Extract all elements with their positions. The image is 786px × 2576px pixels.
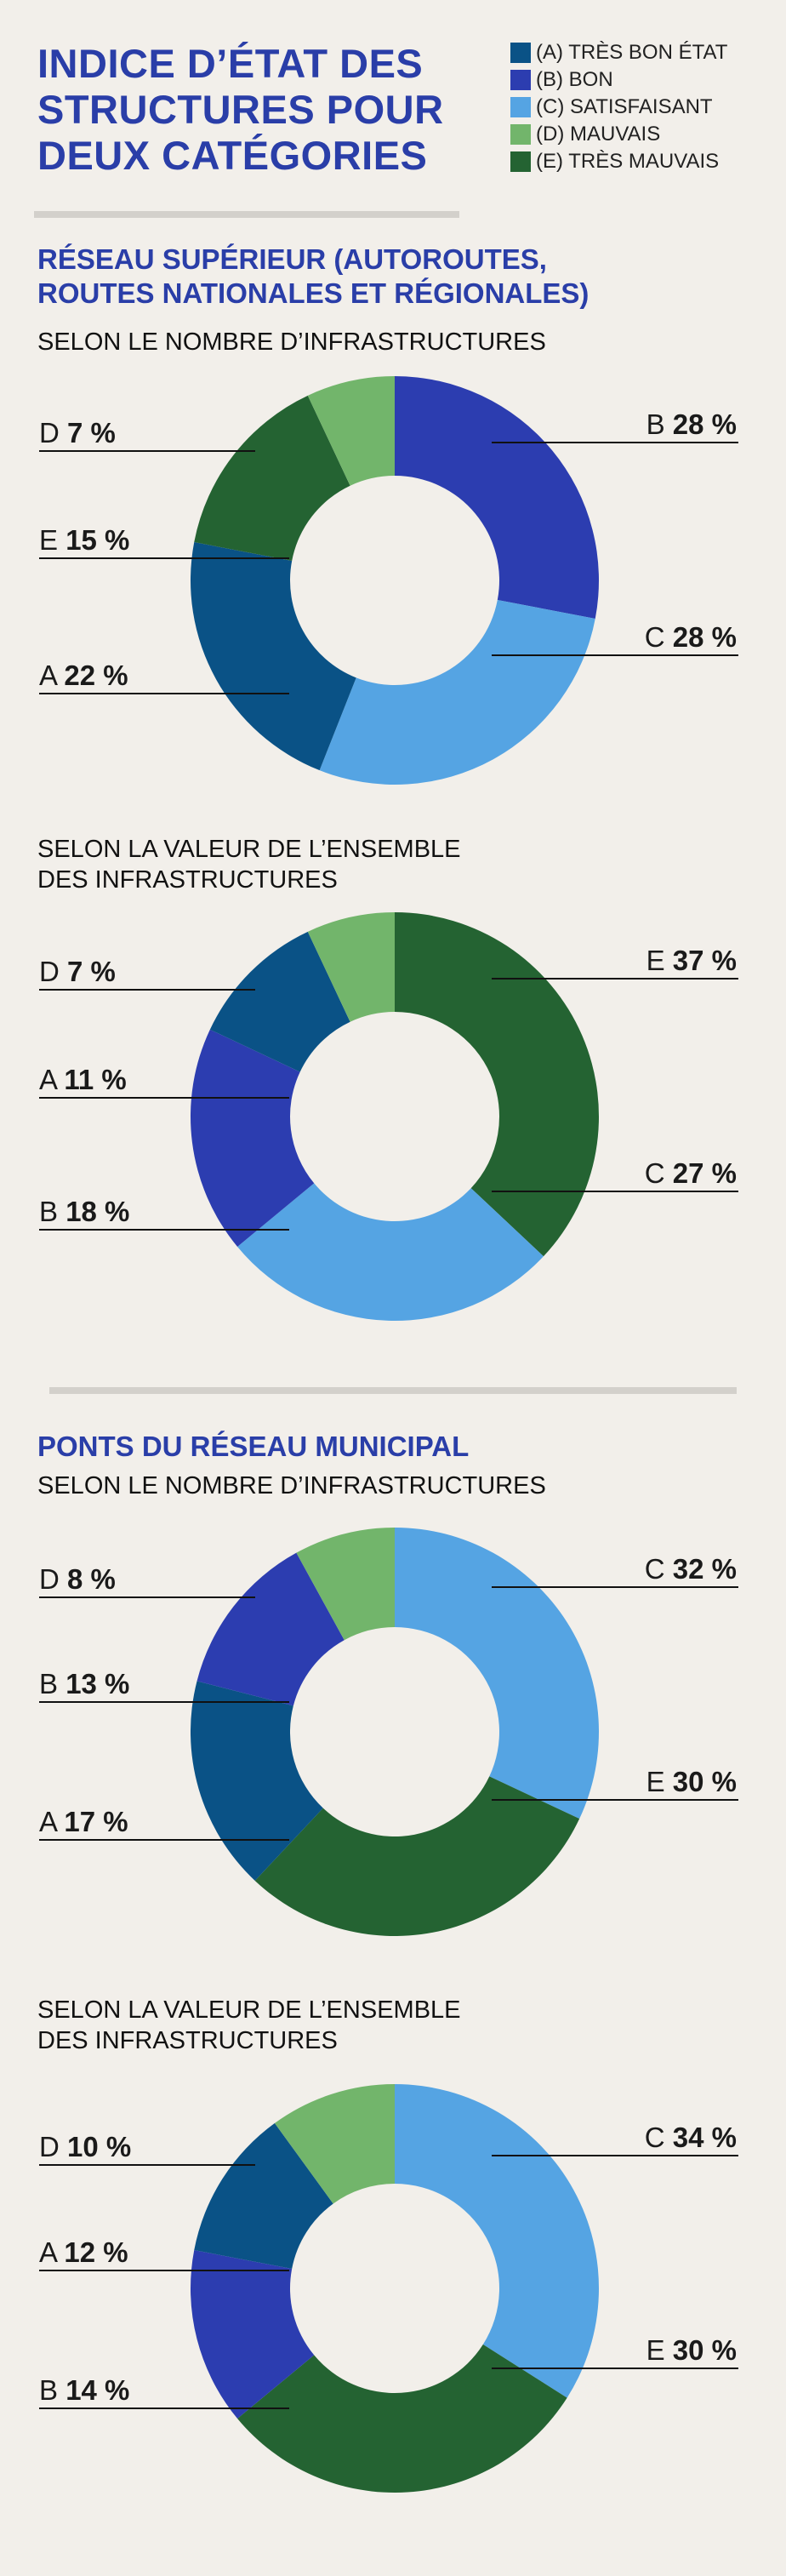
slice-e [254, 1776, 580, 1936]
section-title-line: ROUTES NATIONALES ET RÉGIONALES) [37, 277, 590, 309]
slice-c [395, 2084, 599, 2398]
slice-label: E 30 % [646, 1766, 737, 1797]
donut-chart-1: B 28 % C 28 % A 22 % E 15 % D 7 % [39, 376, 738, 785]
subtitle-line: SELON LE NOMBRE D’INFRASTRUCTURES [37, 1472, 546, 1499]
legend-item-b: (B) BON [510, 66, 727, 94]
legend-swatch [510, 70, 531, 90]
slice-b [190, 1029, 315, 1247]
divider [34, 211, 459, 218]
slice-d [307, 912, 395, 1022]
slice-label: D 8 % [39, 1563, 116, 1595]
chart-subtitle: SELON LA VALEUR DE L’ENSEMBLE DES INFRAS… [37, 834, 769, 895]
title-line: INDICE D’ÉTAT DES [37, 41, 424, 86]
legend-item-e: (E) TRÈS MAUVAIS [510, 148, 727, 175]
slice-label: C 34 % [645, 2122, 737, 2153]
slice-a [190, 1681, 323, 1881]
legend-label: (E) TRÈS MAUVAIS [536, 150, 720, 173]
slice-label: B 18 % [39, 1196, 129, 1227]
legend-item-a: (A) TRÈS BON ÉTAT [510, 39, 727, 66]
slice-c [395, 1528, 599, 1819]
subtitle-line: DES INFRASTRUCTURES [37, 2027, 338, 2054]
slice-label: E 37 % [646, 945, 737, 976]
legend-label: (B) BON [536, 68, 613, 91]
section-title: RÉSEAU SUPÉRIEUR (AUTOROUTES, ROUTES NAT… [37, 243, 769, 311]
slice-c [319, 600, 595, 785]
slice-a [191, 542, 356, 771]
slice-b [395, 376, 600, 619]
slice-label: B 14 % [39, 2374, 129, 2406]
slice-e [395, 912, 600, 1257]
page-title: INDICE D’ÉTAT DES STRUCTURES POUR DEUX C… [37, 41, 480, 179]
legend-label: (C) SATISFAISANT [536, 95, 713, 118]
slice-b [196, 1552, 345, 1706]
slice-e [194, 395, 350, 561]
slice-label: B 28 % [646, 408, 737, 440]
slice-label: D 10 % [39, 2131, 131, 2162]
section-title-line: RÉSEAU SUPÉRIEUR (AUTOROUTES, [37, 243, 547, 275]
legend: (A) TRÈS BON ÉTAT (B) BON (C) SATISFAISA… [510, 39, 727, 175]
legend-swatch [510, 97, 531, 117]
slice-label: C 27 % [645, 1157, 737, 1189]
divider [49, 1387, 737, 1394]
chart-subtitle: SELON LE NOMBRE D’INFRASTRUCTURES [37, 327, 769, 357]
legend-swatch [510, 151, 531, 172]
title-line: DEUX CATÉGORIES [37, 133, 428, 178]
slice-label: E 15 % [39, 524, 129, 556]
legend-label: (D) MAUVAIS [536, 123, 661, 146]
slice-label: E 30 % [646, 2334, 737, 2366]
legend-swatch [510, 43, 531, 63]
slice-label: A 11 % [39, 1064, 127, 1095]
slice-a [194, 2122, 333, 2269]
slice-label: C 32 % [645, 1553, 737, 1585]
slice-label: D 7 % [39, 956, 116, 987]
subtitle-line: DES INFRASTRUCTURES [37, 866, 338, 894]
donut-chart-3: C 32 % E 30 % A 17 % B 13 % D 8 % [39, 1528, 738, 1936]
title-line: STRUCTURES POUR [37, 87, 444, 132]
slice-label: B 13 % [39, 1668, 129, 1699]
chart-subtitle: SELON LE NOMBRE D’INFRASTRUCTURES [37, 1471, 769, 1501]
slice-b [191, 2250, 315, 2419]
section-title: PONTS DU RÉSEAU MUNICIPAL [37, 1430, 769, 1464]
slice-label: A 22 % [39, 660, 128, 691]
section-title-line: PONTS DU RÉSEAU MUNICIPAL [37, 1431, 470, 1462]
subtitle-line: SELON LA VALEUR DE L’ENSEMBLE [37, 1996, 461, 2024]
slice-label: A 17 % [39, 1806, 128, 1837]
subtitle-line: SELON LE NOMBRE D’INFRASTRUCTURES [37, 328, 546, 356]
slice-d [296, 1528, 395, 1641]
subtitle-line: SELON LA VALEUR DE L’ENSEMBLE [37, 836, 461, 863]
slice-c [237, 1183, 544, 1321]
slice-label: A 12 % [39, 2236, 128, 2268]
slice-d [307, 376, 395, 486]
legend-label: (A) TRÈS BON ÉTAT [536, 41, 728, 64]
legend-item-d: (D) MAUVAIS [510, 121, 727, 148]
legend-swatch [510, 124, 531, 145]
donut-chart-2: E 37 % C 27 % B 18 % A 11 % D 7 % [39, 912, 738, 1321]
legend-item-c: (C) SATISFAISANT [510, 94, 727, 121]
slice-label: C 28 % [645, 621, 737, 653]
chart-subtitle: SELON LA VALEUR DE L’ENSEMBLE DES INFRAS… [37, 1995, 769, 2056]
slice-d [274, 2084, 395, 2204]
slice-a [209, 931, 350, 1072]
slice-e [237, 2344, 567, 2493]
slice-label: D 7 % [39, 417, 116, 448]
